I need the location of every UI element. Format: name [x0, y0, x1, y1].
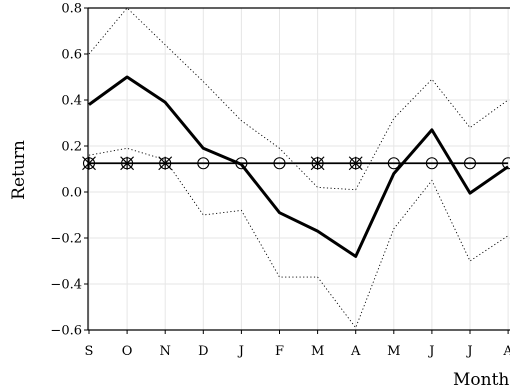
x-tick-label: J — [465, 344, 472, 359]
circle-marker — [463, 157, 477, 170]
star-marker — [82, 156, 96, 171]
x-tick-label: D — [198, 344, 208, 359]
circle-marker — [273, 157, 286, 170]
star-marker — [348, 156, 363, 171]
y-tick-label: −0.4 — [50, 278, 82, 293]
marker-layer — [82, 156, 510, 171]
tick-layer: −0.6 −0.4 −0.2 0.0 0.2 0.4 0.6 0.8 S O N D J F M A M J J A — [50, 2, 510, 360]
star-marker — [310, 156, 325, 171]
star-marker — [120, 156, 135, 171]
star-marker — [158, 156, 173, 171]
y-tick-label: 0.6 — [61, 48, 82, 63]
y-axis-label: Return — [9, 140, 29, 200]
series-line-thick-solid — [88, 75, 509, 258]
circle-marker — [235, 157, 248, 170]
circle-marker — [425, 157, 438, 170]
circle-marker — [197, 157, 210, 170]
y-tick-label: 0.4 — [61, 94, 82, 109]
x-tick-label: S — [85, 344, 94, 359]
plot-frame — [87, 7, 510, 331]
x-tick-label: A — [350, 344, 361, 359]
x-tick-label: J — [427, 344, 434, 359]
y-tick-label: −0.2 — [50, 232, 82, 247]
y-tick-label: 0.2 — [61, 140, 82, 155]
x-tick-label: A — [502, 344, 510, 359]
x-tick-label: F — [275, 344, 284, 359]
x-tick-label: O — [122, 344, 133, 359]
x-tick-label: M — [311, 344, 324, 359]
y-tick-label: 0.8 — [61, 2, 82, 17]
series-line-dotted-lower — [88, 147, 509, 329]
y-tick-label: 0.0 — [61, 186, 82, 201]
series-layer — [88, 7, 509, 329]
circle-marker — [502, 157, 510, 170]
x-tick-label: N — [160, 344, 171, 359]
y-tick-label: −0.6 — [50, 324, 82, 339]
grid — [88, 7, 510, 331]
x-tick-label: M — [387, 344, 400, 359]
x-axis-label: Month — [453, 370, 509, 390]
circle-marker — [387, 157, 400, 170]
x-tick-label: J — [237, 344, 244, 359]
